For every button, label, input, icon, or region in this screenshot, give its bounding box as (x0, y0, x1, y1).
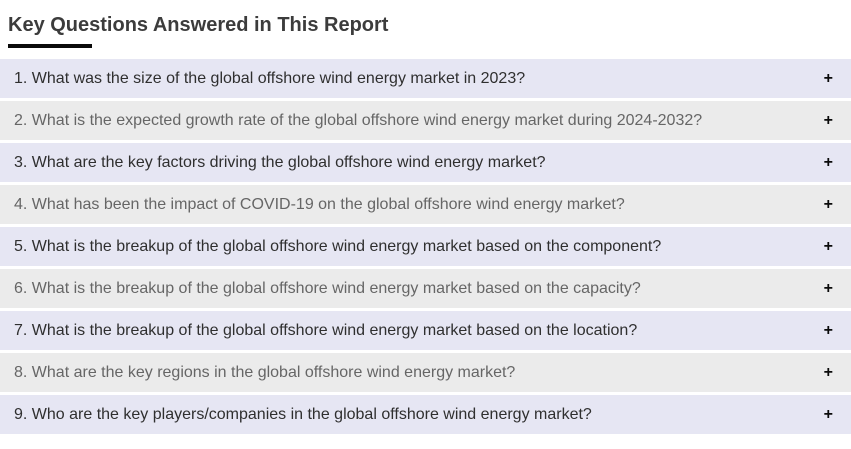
faq-number: 2. (14, 112, 28, 129)
faq-question: 9. Who are the key players/companies in … (14, 395, 592, 434)
plus-icon[interactable]: + (823, 111, 833, 129)
faq-number: 5. (14, 238, 28, 255)
faq-item-1[interactable]: 1. What was the size of the global offsh… (0, 59, 851, 98)
faq-question-text: What are the key factors driving the glo… (31, 154, 546, 171)
plus-icon[interactable]: + (823, 153, 833, 171)
faq-item-5[interactable]: 5. What is the breakup of the global off… (0, 227, 851, 266)
faq-number: 4. (14, 196, 28, 213)
faq-question: 7. What is the breakup of the global off… (14, 311, 637, 350)
plus-icon[interactable]: + (823, 69, 833, 87)
faq-question-text: What is the breakup of the global offsho… (31, 280, 641, 297)
plus-icon[interactable]: + (823, 237, 833, 255)
faq-item-4[interactable]: 4. What has been the impact of COVID-19 … (0, 185, 851, 224)
faq-list: 1. What was the size of the global offsh… (0, 59, 851, 434)
title-underline (8, 44, 92, 48)
faq-item-2[interactable]: 2. What is the expected growth rate of t… (0, 101, 851, 140)
faq-question: 4. What has been the impact of COVID-19 … (14, 185, 625, 224)
plus-icon[interactable]: + (823, 195, 833, 213)
faq-number: 3. (14, 154, 28, 171)
faq-item-7[interactable]: 7. What is the breakup of the global off… (0, 311, 851, 350)
faq-question: 5. What is the breakup of the global off… (14, 227, 661, 266)
faq-question-text: What was the size of the global offshore… (31, 70, 526, 87)
faq-item-3[interactable]: 3. What are the key factors driving the … (0, 143, 851, 182)
faq-question-text: Who are the key players/companies in the… (31, 406, 592, 423)
faq-question: 3. What are the key factors driving the … (14, 143, 546, 182)
faq-item-6[interactable]: 6. What is the breakup of the global off… (0, 269, 851, 308)
faq-question-text: What has been the impact of COVID-19 on … (31, 196, 625, 213)
page-title: Key Questions Answered in This Report (8, 14, 389, 36)
faq-number: 1. (14, 70, 28, 87)
plus-icon[interactable]: + (823, 321, 833, 339)
faq-question-text: What is the expected growth rate of the … (31, 112, 703, 129)
faq-item-8[interactable]: 8. What are the key regions in the globa… (0, 353, 851, 392)
faq-question-text: What is the breakup of the global offsho… (31, 238, 662, 255)
plus-icon[interactable]: + (823, 279, 833, 297)
faq-number: 9. (14, 406, 28, 423)
faq-question-text: What is the breakup of the global offsho… (31, 322, 638, 339)
faq-question-text: What are the key regions in the global o… (31, 364, 516, 381)
faq-question: 8. What are the key regions in the globa… (14, 353, 515, 392)
faq-number: 6. (14, 280, 28, 297)
faq-question: 2. What is the expected growth rate of t… (14, 101, 702, 140)
plus-icon[interactable]: + (823, 405, 833, 423)
faq-question: 1. What was the size of the global offsh… (14, 59, 525, 98)
plus-icon[interactable]: + (823, 363, 833, 381)
faq-item-9[interactable]: 9. Who are the key players/companies in … (0, 395, 851, 434)
faq-question: 6. What is the breakup of the global off… (14, 269, 641, 308)
faq-number: 8. (14, 364, 28, 381)
faq-number: 7. (14, 322, 28, 339)
